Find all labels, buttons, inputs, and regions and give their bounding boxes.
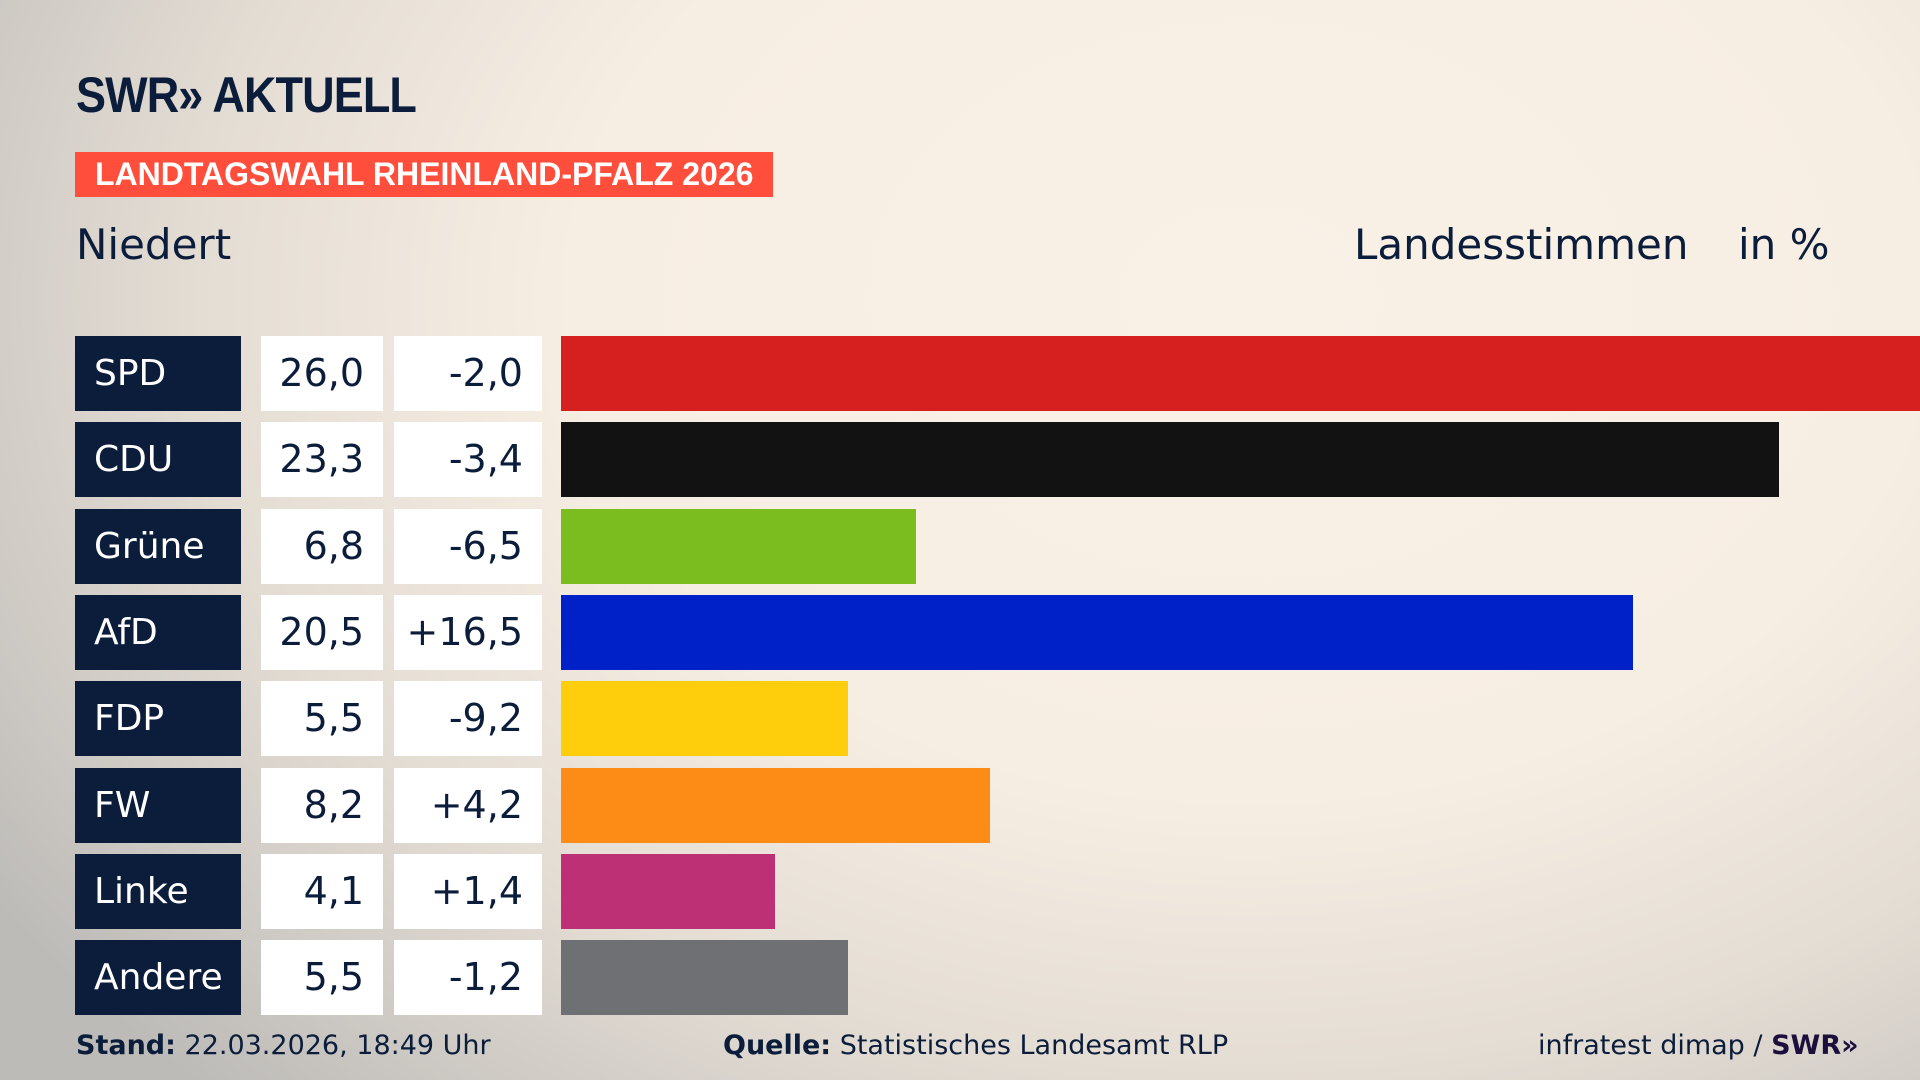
party-label: FW: [75, 767, 241, 843]
party-label: Linke: [75, 853, 241, 929]
change-label: -1,2: [394, 940, 542, 1016]
bar: [561, 422, 1779, 498]
party-label: AfD: [75, 594, 241, 670]
vote-share-label: 6,8: [261, 508, 383, 584]
measure-label: Landesstimmen: [1354, 220, 1689, 269]
vote-share-label: 26,0: [261, 336, 383, 411]
bar: [561, 853, 776, 929]
stand-label: Stand:: [76, 1030, 176, 1061]
change-label: +4,2: [394, 767, 542, 843]
swr-logo: SWR»: [1771, 1030, 1859, 1061]
source-value: Statistisches Landesamt RLP: [839, 1030, 1229, 1061]
vote-share-label: 5,5: [261, 681, 383, 757]
credit-text: infratest dimap /: [1538, 1030, 1763, 1061]
party-label: SPD: [75, 336, 241, 411]
bar: [561, 681, 849, 757]
source-label: Quelle:: [723, 1030, 832, 1061]
timestamp: Stand: 22.03.2026, 18:49 Uhr: [76, 1030, 491, 1061]
change-label: -6,5: [394, 508, 542, 584]
bar: [561, 508, 917, 584]
stand-value: 22.03.2026, 18:49 Uhr: [184, 1030, 491, 1061]
party-label: CDU: [75, 422, 241, 498]
vote-share-label: 20,5: [261, 594, 383, 670]
vote-share-label: 5,5: [261, 940, 383, 1016]
swr-aktuell-logo: SWR» AKTUELL: [76, 67, 417, 123]
party-label: Grüne: [75, 508, 241, 584]
vote-share-label: 8,2: [261, 767, 383, 843]
source: Quelle: Statistisches Landesamt RLP: [723, 1030, 1228, 1061]
credit: infratest dimap / SWR»: [1538, 1030, 1859, 1061]
bar: [561, 594, 1633, 670]
election-banner: LANDTAGSWAHL RHEINLAND-PFALZ 2026: [75, 152, 774, 197]
change-label: -3,4: [394, 422, 542, 498]
location-title: Niedert: [76, 220, 232, 269]
vote-share-label: 23,3: [261, 422, 383, 498]
change-label: +16,5: [394, 594, 542, 670]
party-label: Andere: [75, 940, 241, 1016]
unit-label: in %: [1738, 220, 1830, 269]
bar: [561, 767, 990, 843]
vote-share-label: 4,1: [261, 853, 383, 929]
bar: [561, 940, 849, 1016]
bar: [561, 336, 1920, 411]
change-label: +1,4: [394, 853, 542, 929]
change-label: -2,0: [394, 336, 542, 411]
party-label: FDP: [75, 681, 241, 757]
change-label: -9,2: [394, 681, 542, 757]
